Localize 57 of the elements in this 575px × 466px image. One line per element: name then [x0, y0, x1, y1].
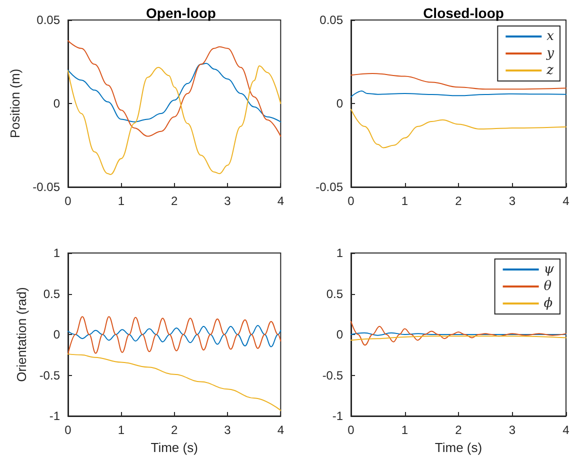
line-series: [350, 320, 566, 346]
line-series: [68, 354, 282, 411]
y-tick-label: 0: [53, 328, 60, 342]
x-tick-label: 1: [401, 194, 408, 208]
x-tick-label: 3: [508, 423, 516, 437]
x-tick-label: 0: [348, 194, 355, 208]
x-axis-title: Time (s): [434, 440, 482, 455]
chart-title: Open-loop: [146, 5, 216, 21]
x-tick-label: 2: [170, 423, 178, 437]
legend-label: z: [546, 63, 554, 78]
x-tick-label: 4: [277, 194, 284, 208]
y-tick-label: 0: [53, 96, 60, 110]
line-series: [68, 316, 282, 355]
x-tick-label: 0: [348, 423, 355, 437]
x-tick-label: 3: [508, 194, 516, 208]
x-tick-label: 3: [224, 423, 232, 437]
y-axis-title: Position (m): [8, 68, 23, 138]
y-tick-label: -0.05: [316, 180, 344, 194]
y-tick-label: 0: [336, 328, 344, 342]
line-series: [68, 65, 282, 175]
y-tick-label: 1: [336, 246, 344, 260]
legend-label: y: [546, 46, 555, 61]
x-tick-label: 2: [455, 194, 462, 208]
y-tick-label: 1: [53, 246, 60, 260]
chart-title: Closed-loop: [423, 5, 504, 21]
x-tick-label: 2: [455, 423, 462, 437]
y-tick-label: 0.5: [326, 286, 344, 301]
x-tick-label: 3: [224, 194, 232, 208]
y-tick-label: 0.05: [320, 13, 344, 27]
line-series: [68, 40, 282, 137]
legend-label: ϕ: [544, 296, 553, 311]
x-tick-label: 1: [118, 194, 125, 208]
x-axis-title: Time (s): [150, 440, 198, 455]
x-tick-label: 2: [170, 194, 178, 208]
y-tick-label: 0: [336, 96, 344, 110]
legend-label: x: [546, 29, 555, 44]
y-tick-label: 0.5: [43, 286, 60, 301]
x-tick-label: 4: [562, 423, 570, 437]
y-axis-title: Orientation (rad): [14, 287, 29, 382]
x-tick-label: 4: [277, 423, 284, 437]
line-series: [350, 72, 566, 90]
x-tick-label: 1: [118, 423, 125, 437]
x-tick-label: 1: [401, 423, 408, 437]
y-tick-label: -1: [332, 409, 344, 423]
x-tick-label: 0: [64, 423, 72, 437]
y-tick-label: -0.5: [322, 368, 344, 382]
y-tick-label: -0.5: [39, 368, 60, 382]
x-tick-label: 0: [64, 194, 72, 208]
legend-label: ψ: [544, 262, 555, 277]
y-tick-label: -1: [49, 409, 60, 423]
line-series: [68, 62, 282, 122]
line-series: [68, 325, 282, 348]
line-series: [350, 108, 566, 148]
x-tick-label: 4: [562, 194, 570, 208]
y-tick-label: -0.05: [32, 180, 60, 194]
y-tick-label: 0.05: [36, 13, 60, 27]
legend-label: θ: [544, 279, 552, 294]
